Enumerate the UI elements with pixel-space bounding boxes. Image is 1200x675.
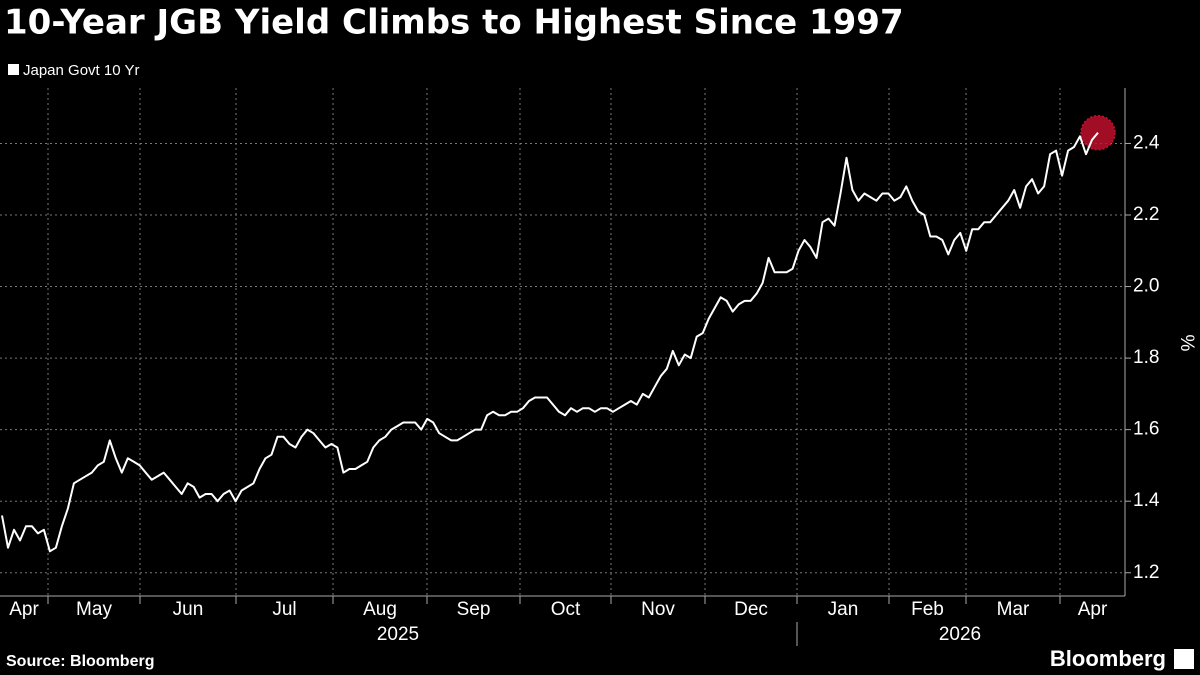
year-label: 2026 (939, 624, 981, 645)
x-tick-label: Jan (828, 599, 859, 620)
x-tick-label: Apr (1078, 599, 1108, 620)
x-tick-label: Feb (911, 599, 944, 620)
y-axis-label: % (1176, 335, 1197, 352)
x-tick-label: Jul (272, 599, 296, 620)
y-tick-label: 2.0 (1133, 276, 1159, 297)
x-tick-label: Sep (457, 599, 491, 620)
y-tick-label: 2.4 (1133, 132, 1160, 153)
x-tick-label: Jun (173, 599, 204, 620)
x-tick-label: Nov (641, 599, 675, 620)
x-tick-label: Aug (363, 599, 397, 620)
chart-title: 10-Year JGB Yield Climbs to Highest Sinc… (4, 3, 904, 43)
x-tick-label: Apr (9, 599, 39, 620)
x-tick-label: Oct (551, 599, 581, 620)
x-tick-label: Dec (734, 599, 768, 620)
brand: Bloomberg (1050, 646, 1166, 671)
source: Source: Bloomberg (6, 653, 154, 670)
x-tick-label: May (76, 599, 112, 620)
y-tick-label: 2.2 (1133, 204, 1159, 225)
y-tick-label: 1.4 (1133, 490, 1160, 511)
legend-label: Japan Govt 10 Yr (23, 62, 139, 79)
series-line (1, 132, 1099, 553)
year-label: 2025 (377, 624, 419, 645)
y-tick-label: 1.8 (1133, 347, 1159, 368)
y-tick-label: 1.6 (1133, 419, 1159, 440)
x-tick-label: Mar (997, 599, 1030, 620)
brand-icon (1174, 649, 1194, 669)
legend-swatch (8, 64, 19, 75)
y-tick-label: 1.2 (1133, 562, 1159, 583)
